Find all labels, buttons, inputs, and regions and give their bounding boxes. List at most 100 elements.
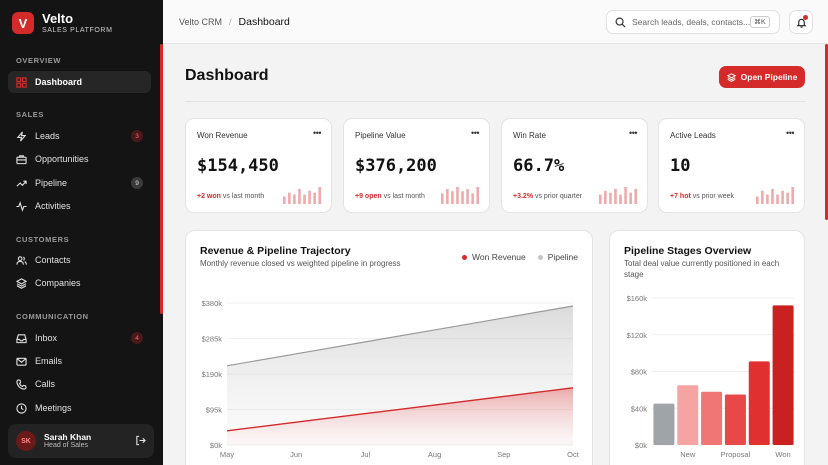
user-profile[interactable]: SK Sarah Khan Head of Sales [8, 424, 154, 458]
open-pipeline-label: Open Pipeline [740, 72, 798, 82]
spark-bar [298, 188, 301, 204]
sidebar-item-label: Opportunities [35, 154, 89, 164]
spark-bar [604, 190, 607, 204]
chart-title: Pipeline Stages Overview [624, 245, 752, 257]
more-icon[interactable]: ••• [313, 128, 321, 138]
section-label-customers: CUSTOMERS [16, 235, 70, 244]
stage-bar[interactable] [772, 305, 794, 445]
spark-bar [318, 187, 321, 204]
spark-bar [609, 192, 612, 204]
page-title: Dashboard [185, 67, 269, 84]
pipeline-line [226, 305, 574, 367]
spark-bar [313, 192, 316, 204]
sidebar-item-label: Companies [35, 278, 81, 288]
x-tick-label: Jun [290, 450, 302, 459]
more-icon[interactable]: ••• [629, 128, 637, 138]
trajectory-chart-card: Revenue & Pipeline Trajectory Monthly re… [185, 230, 593, 465]
sidebar-item-label: Leads [35, 131, 60, 141]
kpi-card-win-rate: Win Rate ••• 66.7% +3.2% vs prior quarte… [501, 118, 648, 213]
stages-chart-card: Pipeline Stages Overview Total deal valu… [609, 230, 805, 465]
spark-bar [456, 187, 459, 204]
spark-bar [303, 194, 306, 204]
legend-item-won[interactable]: Won Revenue [462, 252, 526, 262]
spark-bar [476, 187, 479, 204]
profile-role: Head of Sales [44, 441, 88, 449]
layers-icon [16, 277, 27, 289]
won-revenue-line [226, 387, 574, 432]
sidebar-item-emails[interactable]: Emails [8, 350, 151, 372]
stage-bar[interactable] [748, 361, 770, 445]
profile-name: Sarah Khan [44, 431, 92, 442]
stage-bar[interactable] [653, 403, 675, 445]
breadcrumb-root[interactable]: Velto CRM [179, 17, 223, 27]
logo: V [12, 12, 34, 34]
x-tick-label: Jul [361, 450, 371, 459]
y-tick-label: $40k [631, 404, 648, 413]
x-tick-label: Aug [428, 450, 441, 459]
search-input[interactable] [632, 17, 750, 27]
sidebar-item-calls[interactable]: Calls [8, 373, 151, 395]
sidebar-item-pipeline[interactable]: Pipeline 9 [8, 172, 151, 194]
more-icon[interactable]: ••• [786, 128, 794, 138]
kpi-card-active-leads: Active Leads ••• 10 +7 hot vs prior week [658, 118, 805, 213]
sidebar-item-inbox[interactable]: Inbox 4 [8, 327, 151, 349]
spark-bar [461, 191, 464, 204]
pipeline-count-badge: 9 [131, 177, 143, 189]
kpi-delta-text: vs last month [381, 193, 425, 200]
sparkline [441, 187, 479, 204]
leads-count-badge: 3 [131, 130, 143, 142]
sidebar-item-leads[interactable]: Leads 3 [8, 125, 151, 147]
brand-subtitle: SALES PLATFORM [42, 27, 113, 34]
more-icon[interactable]: ••• [471, 128, 479, 138]
stage-bar[interactable] [677, 385, 699, 445]
breadcrumb: Velto CRM / Dashboard [179, 16, 290, 28]
brand-name: Velto [42, 11, 74, 26]
open-pipeline-button[interactable]: Open Pipeline [719, 66, 805, 88]
stage-bar[interactable] [701, 391, 723, 445]
notifications-button[interactable] [789, 10, 813, 34]
sparkline [756, 187, 794, 204]
spark-bar [761, 190, 764, 204]
sidebar-item-opportunities[interactable]: Opportunities [8, 148, 151, 170]
chart-title: Revenue & Pipeline Trajectory [200, 245, 351, 257]
x-tick-label: Oct [567, 450, 580, 459]
spark-bar [614, 188, 617, 204]
spark-bar [308, 190, 311, 204]
grid-icon [16, 76, 27, 88]
main-scrollbar[interactable] [825, 44, 828, 220]
legend-item-pipeline[interactable]: Pipeline [537, 252, 578, 262]
logout-icon[interactable] [135, 435, 146, 446]
stage-bar[interactable] [724, 394, 746, 445]
sidebar-scrollbar[interactable] [160, 44, 163, 314]
kpi-label: Pipeline Value [355, 131, 406, 140]
sidebar-item-contacts[interactable]: Contacts [8, 249, 151, 271]
kpi-delta: +3.2% vs prior quarter [513, 193, 582, 200]
chart-legend: Won Revenue Pipeline [450, 252, 578, 262]
search-box[interactable]: ⌘K [606, 10, 780, 34]
search-icon [615, 17, 626, 28]
kpi-label: Win Rate [513, 131, 546, 140]
x-tick-label: New [680, 450, 696, 459]
sparkline [283, 187, 321, 204]
spark-bar [624, 187, 627, 204]
legend-label: Won Revenue [472, 252, 526, 262]
inbox-icon [16, 333, 27, 343]
y-tick-label: $285k [202, 335, 223, 344]
sidebar-item-dashboard[interactable]: Dashboard [8, 71, 151, 93]
y-tick-label: $380k [202, 299, 223, 308]
sidebar-item-meetings[interactable]: Meetings [8, 397, 151, 419]
x-tick-label: Sep [497, 450, 510, 459]
mail-icon [16, 357, 27, 366]
sidebar-item-companies[interactable]: Companies [8, 272, 151, 294]
chart-subtitle: Total deal value currently positioned in… [624, 259, 780, 279]
spark-bar [756, 196, 759, 204]
avatar: SK [16, 431, 36, 451]
chart-subtitle: Monthly revenue closed vs weighted pipel… [200, 259, 401, 268]
sidebar-item-label: Pipeline [35, 178, 68, 188]
notification-dot [803, 15, 808, 20]
sidebar-item-activities[interactable]: Activities [8, 195, 151, 217]
brand[interactable]: V Velto SALES PLATFORM [12, 12, 113, 34]
layers-icon [726, 72, 736, 82]
sidebar-item-label: Emails [35, 356, 63, 366]
trend-icon [16, 180, 27, 187]
